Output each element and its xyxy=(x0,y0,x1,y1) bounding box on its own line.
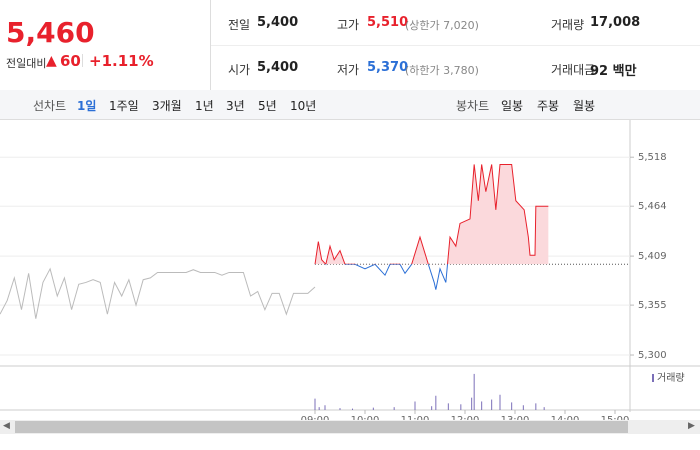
legend-swatch xyxy=(652,374,654,382)
stat-value: 5,400 xyxy=(257,15,299,30)
divider xyxy=(82,54,83,67)
tab[interactable]: 5년 xyxy=(258,99,277,113)
change-rate: +1.11% xyxy=(89,52,154,70)
tab[interactable]: 1주일 xyxy=(109,99,139,113)
scroll-thumb[interactable] xyxy=(15,421,628,433)
line-down xyxy=(314,264,449,290)
legend-label: 거래량 xyxy=(657,372,685,384)
stat-label: 저가 xyxy=(337,63,360,77)
y-tick-label: 5,300 xyxy=(638,350,667,361)
y-tick-label: 5,409 xyxy=(638,251,667,262)
area xyxy=(315,164,549,265)
stat-value: 5,510 xyxy=(367,15,409,30)
stat-value: 5,400 xyxy=(257,60,299,75)
tab-group-label: 선차트 xyxy=(33,99,67,113)
stat-note: (상한가 7,020) xyxy=(405,19,479,32)
stat-value: 17,008 xyxy=(590,15,641,30)
line-up xyxy=(314,163,549,265)
y-tick-label: 5,355 xyxy=(638,300,667,311)
y-tick-label: 5,518 xyxy=(638,152,667,163)
y-tick-label: 5,464 xyxy=(638,201,667,212)
tab[interactable]: 10년 xyxy=(290,99,317,113)
tab[interactable]: 월봉 xyxy=(573,99,596,113)
tab[interactable]: 일봉 xyxy=(501,99,524,113)
change: 60 xyxy=(60,52,81,70)
stat-label: 전일 xyxy=(228,18,251,32)
scroll-left[interactable]: ◀ xyxy=(3,421,10,431)
tab[interactable]: 3개월 xyxy=(152,99,182,113)
tab[interactable]: 주봉 xyxy=(537,99,560,113)
stat-label: 거래대금 xyxy=(551,63,596,77)
change-label: 전일대비 xyxy=(6,57,47,70)
stat-label: 시가 xyxy=(228,63,251,77)
tab-bar xyxy=(0,90,700,120)
change-arrow: ▲ xyxy=(46,53,57,69)
stat-value: 92 백만 xyxy=(590,64,637,79)
stat-label: 고가 xyxy=(337,18,360,32)
stat-note: (하한가 3,780) xyxy=(405,64,479,77)
tab[interactable]: 1일 xyxy=(77,99,97,113)
stat-value: 5,370 xyxy=(367,60,409,75)
divider xyxy=(210,0,211,90)
tab[interactable]: 3년 xyxy=(226,99,245,113)
tab[interactable]: 1년 xyxy=(195,99,214,113)
price: 5,460 xyxy=(6,16,95,49)
tab-group-label: 봉차트 xyxy=(456,99,490,113)
stat-label: 거래량 xyxy=(551,18,585,32)
divider xyxy=(211,45,700,46)
scroll-right[interactable]: ▶ xyxy=(688,421,695,431)
previous-line xyxy=(0,267,316,319)
